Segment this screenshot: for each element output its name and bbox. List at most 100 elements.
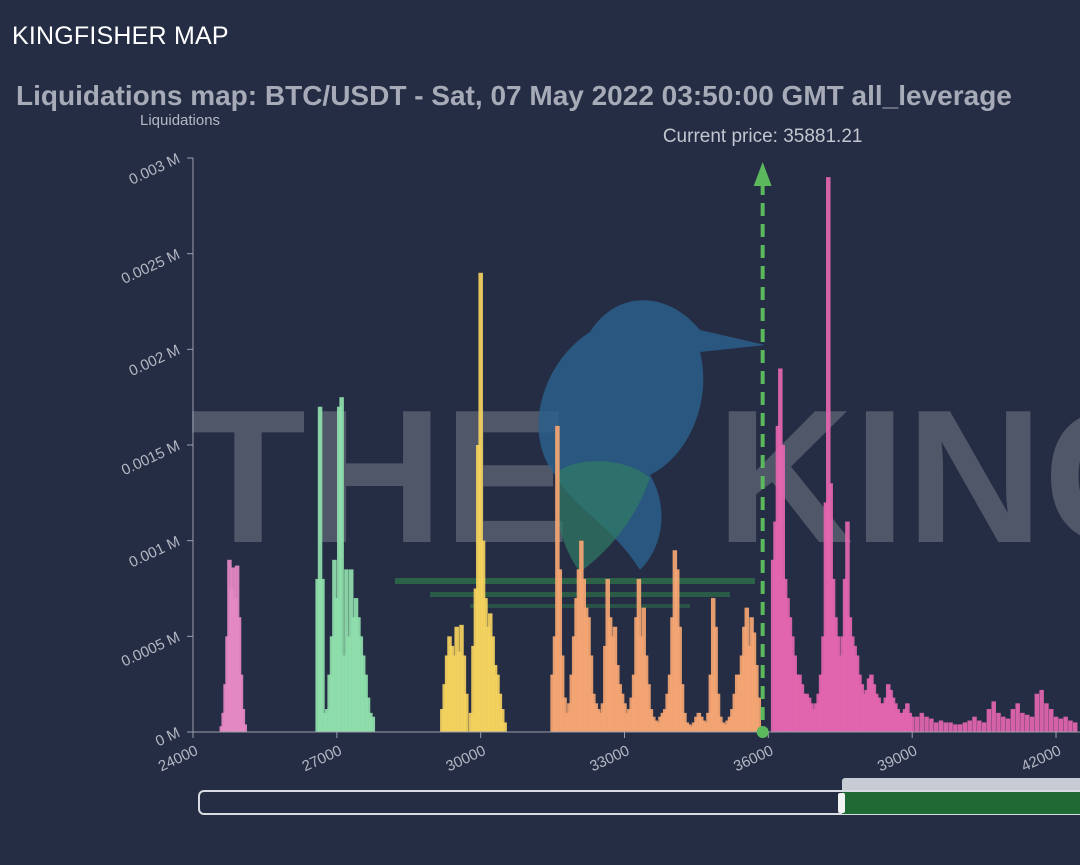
bar-s4-85[interactable] (1039, 689, 1044, 732)
bar-s3-38[interactable] (641, 607, 646, 732)
bar-s2-16[interactable] (480, 540, 486, 732)
bar-s4-0[interactable] (770, 559, 776, 732)
bar-s4-32[interactable] (847, 617, 853, 732)
bar-s2-1[interactable] (442, 684, 447, 732)
bar-s3-3[interactable] (557, 569, 563, 732)
bar-s4-18[interactable] (814, 703, 819, 732)
bar-s3-77[interactable] (734, 674, 740, 732)
bar-s4-5[interactable] (782, 578, 788, 732)
bar-s1-1[interactable] (317, 406, 323, 732)
bar-s1-5[interactable] (327, 674, 332, 732)
bar-s4-60[interactable] (919, 712, 925, 732)
bar-s3-58[interactable] (689, 726, 694, 732)
bar-s1-0[interactable] (315, 578, 320, 732)
bar-s4-20[interactable] (818, 674, 824, 732)
bar-s4-11[interactable] (797, 674, 802, 732)
bar-s4-33[interactable] (850, 636, 855, 732)
bar-s4-29[interactable] (840, 636, 845, 732)
bar-s3-26[interactable] (612, 626, 618, 732)
bar-s4-84[interactable] (1034, 693, 1040, 732)
bar-s3-24[interactable] (607, 617, 613, 732)
bar-s1-18[interactable] (358, 636, 364, 732)
bar-s4-53[interactable] (897, 712, 903, 732)
bar-s3-36[interactable] (636, 578, 642, 732)
bar-s2-0[interactable] (440, 709, 445, 732)
bar-s1-23[interactable] (370, 716, 376, 732)
bar-s3-53[interactable] (677, 626, 682, 732)
bar-s4-21[interactable] (821, 636, 826, 732)
bar-s4-88[interactable] (1053, 716, 1059, 732)
bar-s1-20[interactable] (363, 674, 368, 732)
bar-s1-17[interactable] (356, 617, 361, 732)
bar-s4-15[interactable] (806, 697, 812, 732)
bar-s4-38[interactable] (861, 693, 867, 732)
bar-s3-60[interactable] (694, 716, 699, 732)
range-slider-handle[interactable] (838, 793, 845, 813)
bar-s2-12[interactable] (471, 645, 476, 732)
bar-s4-62[interactable] (929, 718, 934, 732)
bar-s1-19[interactable] (360, 655, 366, 732)
bar-s4-65[interactable] (943, 722, 949, 732)
bar-s3-67[interactable] (710, 598, 716, 732)
bar-s4-91[interactable] (1068, 720, 1073, 732)
bar-s4-70[interactable] (967, 720, 972, 732)
bar-s4-69[interactable] (962, 722, 968, 732)
bar-s3-61[interactable] (696, 712, 702, 732)
bar-s2-20[interactable] (490, 636, 495, 732)
bar-s4-19[interactable] (816, 693, 821, 732)
bar-s3-42[interactable] (651, 716, 656, 732)
bar-s0-11[interactable] (240, 709, 246, 732)
bar-s3-39[interactable] (643, 655, 649, 732)
bar-s4-74[interactable] (986, 709, 992, 732)
bar-s3-48[interactable] (665, 693, 670, 732)
bar-s3-43[interactable] (653, 720, 658, 732)
bar-s3-14[interactable] (583, 607, 589, 732)
bar-s1-22[interactable] (368, 712, 373, 732)
bar-s4-34[interactable] (852, 645, 857, 732)
bar-s4-26[interactable] (833, 617, 838, 732)
bar-s4-50[interactable] (890, 697, 896, 732)
bar-s3-74[interactable] (727, 716, 733, 732)
bar-s3-22[interactable] (603, 645, 608, 732)
bar-s3-66[interactable] (708, 674, 714, 732)
bar-s3-8[interactable] (569, 674, 575, 732)
bar-s3-80[interactable] (742, 626, 747, 732)
bar-s2-13[interactable] (473, 588, 479, 733)
bar-s3-75[interactable] (730, 709, 735, 732)
bar-s0-12[interactable] (242, 724, 248, 732)
bar-s3-0[interactable] (550, 674, 555, 732)
bar-s4-57[interactable] (907, 712, 913, 732)
bar-s3-79[interactable] (739, 655, 745, 732)
bar-s3-76[interactable] (732, 693, 738, 732)
bar-s0-10[interactable] (238, 674, 244, 732)
bar-s4-35[interactable] (854, 655, 860, 732)
bar-s4-56[interactable] (905, 703, 910, 732)
range-slider-selection[interactable] (842, 792, 1080, 814)
bar-s4-71[interactable] (972, 716, 977, 732)
bar-s4-44[interactable] (876, 697, 881, 732)
bar-s3-62[interactable] (698, 716, 704, 732)
bar-s4-77[interactable] (1001, 716, 1006, 732)
bar-s4-13[interactable] (802, 693, 807, 732)
bar-s3-73[interactable] (725, 720, 730, 732)
bar-s3-55[interactable] (682, 712, 687, 732)
bar-s2-23[interactable] (497, 693, 503, 732)
bar-s3-56[interactable] (684, 722, 690, 732)
bar-s2-10[interactable] (464, 693, 469, 732)
bar-s4-87[interactable] (1048, 709, 1054, 732)
bar-s4-92[interactable] (1072, 722, 1078, 732)
bar-s3-9[interactable] (571, 636, 577, 732)
bar-s4-22[interactable] (823, 502, 829, 732)
bar-s4-4[interactable] (780, 445, 785, 732)
bar-s3-59[interactable] (691, 722, 697, 732)
bar-s2-18[interactable] (485, 626, 491, 732)
bar-s3-81[interactable] (744, 607, 750, 732)
bar-s3-84[interactable] (751, 632, 757, 732)
bar-s4-36[interactable] (857, 674, 862, 732)
bar-s3-78[interactable] (737, 674, 742, 732)
bar-s3-46[interactable] (660, 712, 666, 732)
bar-s4-2[interactable] (775, 425, 781, 732)
bar-s1-2[interactable] (320, 578, 325, 732)
bar-s2-7[interactable] (456, 651, 462, 732)
bar-s4-61[interactable] (924, 716, 929, 732)
